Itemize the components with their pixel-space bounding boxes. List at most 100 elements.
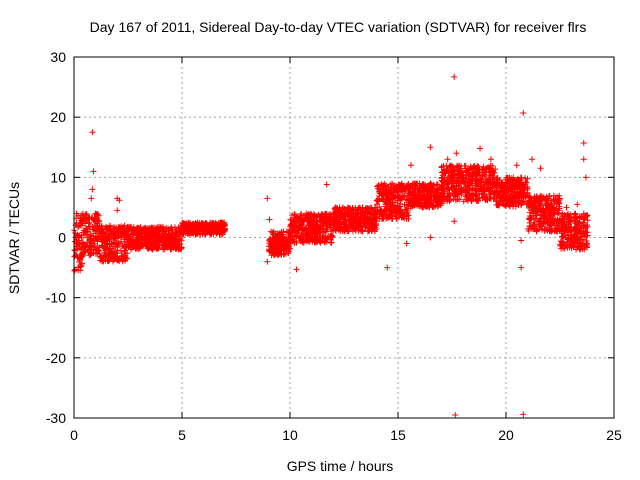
y-tick-label: -30 (46, 410, 66, 426)
data-point (315, 211, 322, 218)
outlier-point (427, 234, 434, 241)
data-point (182, 223, 189, 230)
data-point (79, 219, 86, 226)
data-point (297, 234, 304, 241)
data-point (113, 224, 120, 231)
data-point (106, 234, 113, 241)
data-point (136, 236, 143, 243)
data-point (151, 231, 158, 238)
outlier-point (88, 195, 95, 202)
data-point (160, 244, 167, 251)
data-point (313, 218, 320, 225)
data-point (197, 223, 204, 230)
data-point (146, 230, 153, 237)
outlier-point (520, 109, 527, 116)
data-point (316, 238, 323, 245)
data-point (301, 233, 308, 240)
data-point (111, 243, 118, 250)
y-axis-label: SDTVAR / TECUs (6, 182, 22, 294)
outlier-point (477, 145, 484, 152)
outlier-point (528, 156, 535, 163)
outlier-point (518, 264, 525, 271)
x-tick-label: 10 (282, 427, 298, 443)
data-point (371, 228, 378, 235)
data-point (72, 247, 79, 254)
data-point (74, 240, 81, 247)
outlier-point (444, 156, 451, 163)
outlier-point (264, 258, 271, 265)
data-point (107, 245, 114, 252)
data-point (306, 213, 313, 220)
data-point (393, 205, 400, 212)
data-point (121, 249, 128, 256)
data-point (311, 229, 318, 236)
data-point (199, 228, 206, 235)
data-point (77, 256, 84, 263)
data-point (426, 203, 433, 210)
data-point (305, 226, 312, 233)
data-point (148, 245, 155, 252)
data-point (312, 220, 319, 227)
data-point (419, 188, 426, 195)
data-point (398, 212, 405, 219)
data-point (300, 239, 307, 246)
data-point (111, 248, 118, 255)
data-point (125, 224, 132, 231)
data-point (362, 216, 369, 223)
x-tick-label: 25 (606, 427, 622, 443)
data-point (323, 238, 330, 245)
data-point (155, 237, 162, 244)
data-point (153, 241, 160, 248)
data-point (144, 225, 151, 232)
data-point (209, 220, 216, 227)
data-point (336, 224, 343, 231)
outlier-point (407, 162, 414, 169)
data-point (396, 206, 403, 213)
x-tick-label: 15 (390, 427, 406, 443)
data-point (180, 230, 187, 237)
data-point (411, 180, 418, 187)
data-point (401, 193, 408, 200)
outlier-point (580, 140, 587, 147)
data-point (93, 236, 100, 242)
data-point (292, 225, 299, 232)
data-point (92, 210, 99, 217)
data-point (270, 231, 277, 238)
data-point (130, 232, 137, 239)
x-axis-label: GPS time / hours (287, 458, 394, 474)
data-point (354, 209, 361, 216)
data-point (81, 243, 88, 250)
data-point (185, 219, 192, 226)
data-point (202, 228, 209, 235)
data-point (360, 209, 367, 216)
outlier-point (264, 195, 271, 202)
data-point (167, 246, 174, 253)
data-point (417, 195, 424, 202)
data-point (341, 223, 348, 230)
data-point (294, 215, 301, 222)
data-point (387, 196, 394, 203)
data-point (348, 215, 355, 222)
outlier-point (403, 240, 410, 247)
data-point (415, 187, 422, 194)
data-point (380, 186, 387, 193)
data-point (274, 250, 281, 257)
data-point (113, 228, 120, 235)
data-point (380, 215, 387, 222)
data-point (383, 189, 390, 196)
data-point (268, 241, 275, 248)
data-point (82, 220, 89, 227)
data-point (355, 225, 362, 232)
data-point (373, 197, 380, 204)
data-point (304, 238, 311, 245)
data-point (83, 225, 90, 232)
data-points (71, 73, 591, 418)
outlier-point (451, 218, 458, 225)
outlier-point (520, 411, 527, 418)
outlier-point (574, 201, 581, 208)
data-point (75, 234, 82, 241)
data-point (400, 183, 407, 190)
data-point (405, 212, 412, 219)
data-point (367, 222, 374, 229)
data-point (406, 183, 413, 190)
